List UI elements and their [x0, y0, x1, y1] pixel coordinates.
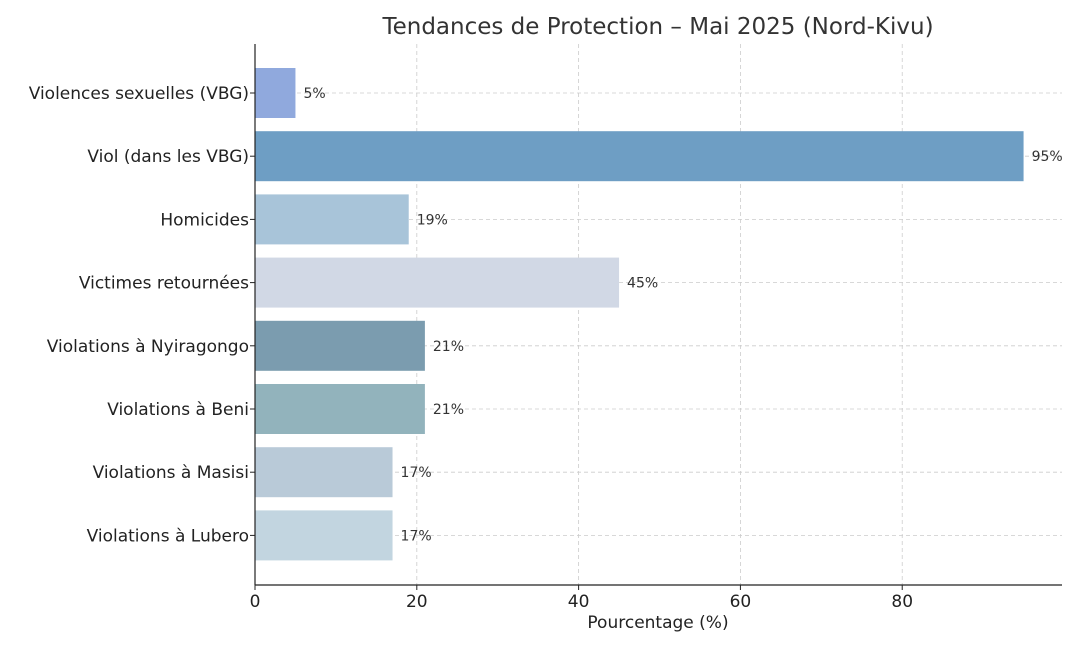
data-label: 17% [401, 528, 432, 544]
x-tick-label: 60 [730, 592, 752, 612]
bar [255, 447, 393, 498]
grid [255, 44, 1062, 585]
data-label: 21% [433, 402, 464, 418]
data-label: 19% [417, 212, 448, 228]
x-tick-label: 20 [406, 592, 428, 612]
data-label: 95% [1032, 149, 1063, 165]
bar [255, 510, 393, 561]
bar [255, 320, 425, 371]
data-label: 17% [401, 465, 432, 481]
category-labels: Violences sexuelles (VBG) Viol (dans les … [29, 84, 255, 546]
chart-title: Tendances de Protection – Mai 2025 (Nord… [381, 14, 933, 40]
x-tick-label: 80 [891, 592, 913, 612]
x-tick-label: 40 [568, 592, 590, 612]
bar [255, 257, 620, 308]
bars: 5% 95% 19% 45% 21% 21% 17% 17% [255, 68, 1063, 561]
category-label: Violations à Masisi [93, 463, 249, 483]
category-label: Violations à Beni [107, 400, 249, 420]
bar [255, 194, 409, 245]
x-axis-label: Pourcentage (%) [587, 613, 728, 633]
bar [255, 68, 296, 118]
category-label: Homicides [160, 210, 249, 230]
x-tick-label: 0 [250, 592, 261, 612]
category-label: Violations à Nyiragongo [47, 337, 249, 357]
data-label: 45% [627, 276, 658, 292]
x-axis-ticks: 0 20 40 60 80 [250, 585, 913, 612]
bar [255, 131, 1024, 182]
data-label: 21% [433, 339, 464, 355]
category-label: Viol (dans les VBG) [87, 147, 249, 167]
bar [255, 384, 425, 434]
category-label: Violations à Lubero [87, 526, 249, 546]
category-label: Violences sexuelles (VBG) [29, 84, 249, 104]
data-label: 5% [303, 86, 325, 102]
category-label: Victimes retournées [79, 274, 249, 294]
